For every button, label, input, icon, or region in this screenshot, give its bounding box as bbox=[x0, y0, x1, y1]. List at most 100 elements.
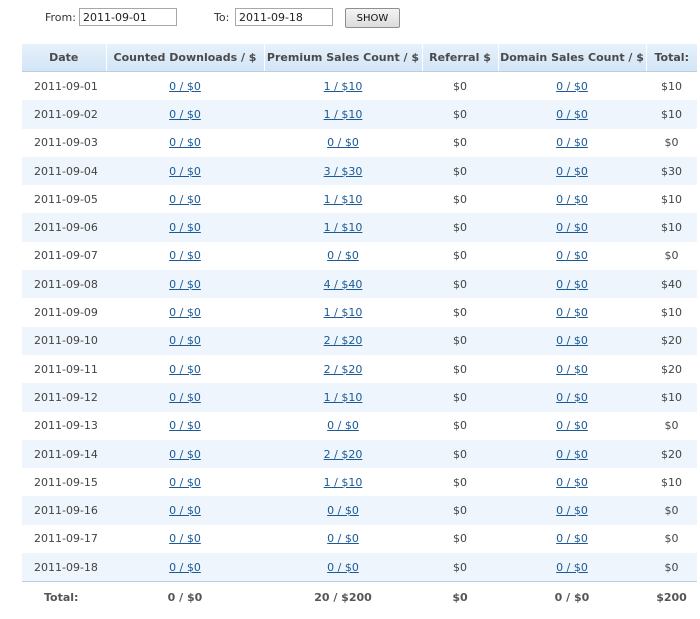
domain-sales-link[interactable]: 0 / $0 bbox=[556, 419, 588, 433]
date-cell: 2011-09-06 bbox=[22, 213, 106, 242]
premium-sales-link[interactable]: 1 / $10 bbox=[323, 192, 363, 206]
downloads-link[interactable]: 0 / $0 bbox=[169, 107, 201, 121]
premium-sales-link[interactable]: 3 / $30 bbox=[323, 164, 363, 178]
premium-sales-link[interactable]: 4 / $40 bbox=[323, 277, 363, 291]
premium-sales-link[interactable]: 1 / $10 bbox=[323, 306, 363, 320]
premium-sales-link[interactable]: 0 / $0 bbox=[327, 504, 359, 518]
total-cell: $0 bbox=[646, 553, 697, 582]
domain-sales-link[interactable]: 0 / $0 bbox=[556, 221, 588, 235]
domain-sales-link[interactable]: 0 / $0 bbox=[556, 136, 588, 150]
total-cell: $10 bbox=[661, 192, 682, 206]
premium-cell: 1 / $10 bbox=[264, 468, 422, 496]
premium-cell: 1 / $10 bbox=[264, 100, 422, 129]
domain-sales-link[interactable]: 0 / $0 bbox=[556, 306, 588, 320]
downloads-link[interactable]: 0 / $0 bbox=[169, 532, 201, 546]
premium-sales-link[interactable]: 1 / $10 bbox=[323, 79, 363, 93]
domain-sales-link[interactable]: 0 / $0 bbox=[556, 249, 588, 263]
referral-cell: $0 bbox=[422, 383, 498, 412]
downloads-link[interactable]: 0 / $0 bbox=[169, 277, 201, 291]
downloads-link[interactable]: 0 / $0 bbox=[169, 136, 201, 150]
premium-sales-link[interactable]: 0 / $0 bbox=[327, 532, 359, 546]
table-row: 2011-09-09 0 / $0 1 / $10 $0 0 / $0 $10 bbox=[22, 298, 697, 326]
domain-cell: 0 / $0 bbox=[498, 383, 646, 412]
premium-sales-link[interactable]: 1 / $10 bbox=[323, 107, 363, 121]
table-row: 2011-09-03 0 / $0 0 / $0 $0 0 / $0 $0 bbox=[22, 129, 697, 157]
downloads-link[interactable]: 0 / $0 bbox=[169, 390, 201, 404]
downloads-link[interactable]: 0 / $0 bbox=[169, 79, 201, 93]
total-cell: $20 bbox=[646, 439, 697, 469]
domain-sales-link[interactable]: 0 / $0 bbox=[556, 362, 588, 376]
downloads-link[interactable]: 0 / $0 bbox=[169, 164, 201, 178]
premium-sales-link[interactable]: 2 / $20 bbox=[323, 362, 363, 376]
domain-sales-link[interactable]: 0 / $0 bbox=[556, 390, 588, 404]
domain-sales-link[interactable]: 0 / $0 bbox=[556, 334, 588, 348]
total-cell: $10 bbox=[646, 383, 697, 412]
downloads-link[interactable]: 0 / $0 bbox=[169, 192, 201, 206]
domain-cell: 0 / $0 bbox=[498, 72, 646, 101]
domain-sales-link[interactable]: 0 / $0 bbox=[556, 475, 588, 489]
col-header-date: Date bbox=[22, 44, 107, 72]
domain-sales-link[interactable]: 0 / $0 bbox=[556, 532, 588, 546]
domain-cell: 0 / $0 bbox=[498, 185, 646, 213]
referral-cell: $0 bbox=[422, 326, 498, 355]
domain-sales-link[interactable]: 0 / $0 bbox=[556, 277, 588, 291]
total-cell: $20 bbox=[661, 362, 682, 376]
from-date-input[interactable] bbox=[79, 8, 177, 26]
domain-cell: 0 / $0 bbox=[498, 355, 646, 383]
from-label: From: bbox=[45, 11, 76, 24]
table-row: 2011-09-14 0 / $0 2 / $20 $0 0 / $0 $20 bbox=[22, 439, 697, 469]
downloads-cell: 0 / $0 bbox=[106, 468, 264, 496]
domain-cell: 0 / $0 bbox=[498, 129, 646, 157]
table-row: 2011-09-12 0 / $0 1 / $10 $0 0 / $0 $10 bbox=[22, 383, 697, 412]
premium-cell: 0 / $0 bbox=[264, 553, 422, 582]
total-cell: $40 bbox=[646, 270, 697, 299]
downloads-link[interactable]: 0 / $0 bbox=[169, 447, 201, 461]
premium-sales-link[interactable]: 1 / $10 bbox=[323, 221, 363, 235]
table-row: 2011-09-01 0 / $0 1 / $10 $0 0 / $0 $10 bbox=[22, 72, 697, 101]
downloads-link[interactable]: 0 / $0 bbox=[169, 419, 201, 433]
referral-cell: $0 bbox=[422, 553, 498, 582]
domain-cell: 0 / $0 bbox=[498, 468, 646, 496]
downloads-link[interactable]: 0 / $0 bbox=[169, 249, 201, 263]
totals-total: $200 bbox=[646, 581, 697, 613]
premium-sales-link[interactable]: 0 / $0 bbox=[327, 249, 359, 263]
downloads-cell: 0 / $0 bbox=[106, 355, 264, 383]
premium-sales-link[interactable]: 1 / $10 bbox=[323, 390, 363, 404]
downloads-cell: 0 / $0 bbox=[106, 270, 264, 299]
premium-sales-link[interactable]: 0 / $0 bbox=[327, 136, 359, 150]
premium-sales-link[interactable]: 1 / $10 bbox=[323, 475, 363, 489]
premium-sales-link[interactable]: 0 / $0 bbox=[327, 560, 359, 574]
domain-sales-link[interactable]: 0 / $0 bbox=[556, 560, 588, 574]
col-header-premium-sales: Premium Sales Count / $ bbox=[264, 44, 423, 72]
downloads-link[interactable]: 0 / $0 bbox=[169, 560, 201, 574]
totals-domain: 0 / $0 bbox=[498, 581, 646, 613]
referral-cell: $0 bbox=[453, 306, 467, 320]
col-header-domain-sales: Domain Sales Count / $ bbox=[498, 44, 647, 72]
downloads-link[interactable]: 0 / $0 bbox=[169, 221, 201, 235]
downloads-link[interactable]: 0 / $0 bbox=[169, 475, 201, 489]
domain-sales-link[interactable]: 0 / $0 bbox=[556, 164, 588, 178]
referral-cell: $0 bbox=[453, 532, 467, 546]
to-date-input[interactable] bbox=[235, 8, 333, 26]
domain-sales-link[interactable]: 0 / $0 bbox=[556, 447, 588, 461]
premium-sales-link[interactable]: 2 / $20 bbox=[323, 447, 363, 461]
show-button[interactable]: SHOW bbox=[345, 8, 400, 28]
domain-sales-link[interactable]: 0 / $0 bbox=[556, 79, 588, 93]
domain-sales-link[interactable]: 0 / $0 bbox=[556, 107, 588, 121]
premium-sales-link[interactable]: 0 / $0 bbox=[327, 419, 359, 433]
downloads-link[interactable]: 0 / $0 bbox=[169, 362, 201, 376]
downloads-link[interactable]: 0 / $0 bbox=[169, 334, 201, 348]
domain-sales-link[interactable]: 0 / $0 bbox=[556, 192, 588, 206]
domain-sales-link[interactable]: 0 / $0 bbox=[556, 504, 588, 518]
table-row: 2011-09-04 0 / $0 3 / $30 $0 0 / $0 $30 bbox=[22, 156, 697, 186]
downloads-link[interactable]: 0 / $0 bbox=[169, 306, 201, 320]
date-cell: 2011-09-09 bbox=[34, 306, 98, 320]
domain-cell: 0 / $0 bbox=[498, 412, 646, 440]
referral-cell: $0 bbox=[453, 79, 467, 93]
table-row: 2011-09-13 0 / $0 0 / $0 $0 0 / $0 $0 bbox=[22, 412, 697, 440]
referral-cell: $0 bbox=[453, 136, 467, 150]
premium-sales-link[interactable]: 2 / $20 bbox=[323, 334, 363, 348]
downloads-link[interactable]: 0 / $0 bbox=[169, 504, 201, 518]
domain-cell: 0 / $0 bbox=[498, 525, 646, 553]
date-cell: 2011-09-12 bbox=[22, 383, 106, 412]
